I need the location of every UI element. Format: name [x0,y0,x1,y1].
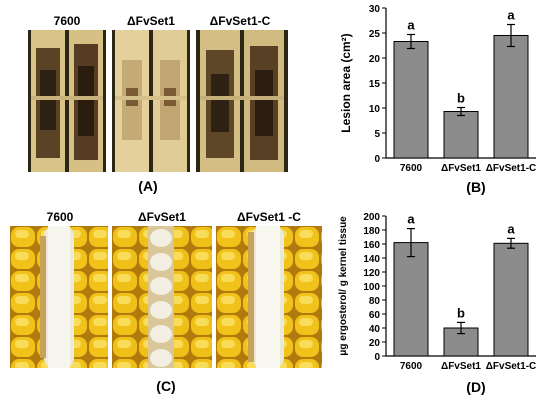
chart-d-ytick-label: 60 [369,310,381,321]
chart-b-ytick-label: 0 [374,154,380,165]
chart-d-ytick-label: 140 [363,254,380,265]
strain-label-c-3: ΔFvSet1 -C [237,210,301,224]
chart-b-y-axis-label: Lesion area (cm²) [339,33,353,132]
chart-b-bar [493,35,529,159]
chart-d-ytick-label: 0 [374,352,380,363]
chart-d-category-label: ΔFvSet1 [441,361,481,372]
chart-d-significance-label: a [407,212,415,227]
chart-b-significance-label: b [457,91,465,106]
chart-d-ytick-label: 120 [363,268,380,279]
chart-d-significance-label: b [457,305,465,320]
panel-label-c: (C) [156,378,176,394]
strain-label-a-1: 7600 [53,14,81,28]
chart-b-ytick-label: 20 [369,54,381,65]
chart-b-ytick-label: 30 [369,4,381,15]
chart-d-category-label: 7600 [400,361,423,372]
strain-label-c-1: 7600 [46,210,74,224]
chart-d-y-axis-label: μg ergosterol/ g kernel tissue [338,216,349,356]
chart-lesion-area: 0 5 10 15 20 25 30 Lesion area (cm²) a 7600 b ΔFvSe… [339,4,537,195]
chart-b-significance-label: a [407,18,415,33]
chart-b-ytick-label: 10 [369,104,381,115]
strain-label-a-3: ΔFvSet1-C [209,14,271,28]
chart-d-significance-label: a [507,221,515,236]
kernel-photo-fvset1 [112,226,212,368]
chart-ergosterol: 0 20 40 60 80 100 120 140 160 180 200 μg ergosterol… [338,212,537,395]
kernel-photo-fvset1-c [216,226,322,368]
kernel-photo-7600 [10,226,108,368]
chart-d-panel-label: (D) [466,379,485,395]
chart-b-category-label: 7600 [400,163,423,174]
chart-b-bar [443,111,479,159]
chart-b-ytick-label: 5 [374,129,380,140]
panel-label-a: (A) [138,178,158,194]
chart-d-ytick-label: 40 [369,324,381,335]
chart-d-ytick-label: 20 [369,338,381,349]
chart-d-ytick-label: 180 [363,226,380,237]
chart-d-ytick-label: 100 [363,282,380,293]
chart-b-category-label: ΔFvSet1 [441,163,481,174]
chart-d-ytick-label: 160 [363,240,380,251]
chart-b-ytick-label: 25 [369,29,381,40]
chart-d-ytick-label: 80 [369,296,381,307]
strain-label-c-2: ΔFvSet1 [138,210,186,224]
chart-d-bar [393,242,429,357]
chart-b-panel-label: (B) [466,179,485,195]
chart-b-significance-label: a [507,8,515,23]
chart-b-bar [393,41,429,159]
stalk-photo-7600 [28,30,106,172]
chart-d-bar [493,242,529,357]
strain-label-a-2: ΔFvSet1 [127,14,175,28]
stalk-photo-fvset1 [112,30,190,172]
chart-d-ytick-label: 200 [363,212,380,223]
stalk-photo-fvset1-c [196,30,288,172]
chart-b-ytick-label: 15 [369,79,381,90]
chart-d-category-label: ΔFvSet1-C [486,361,537,372]
chart-b-category-label: ΔFvSet1-C [486,163,537,174]
